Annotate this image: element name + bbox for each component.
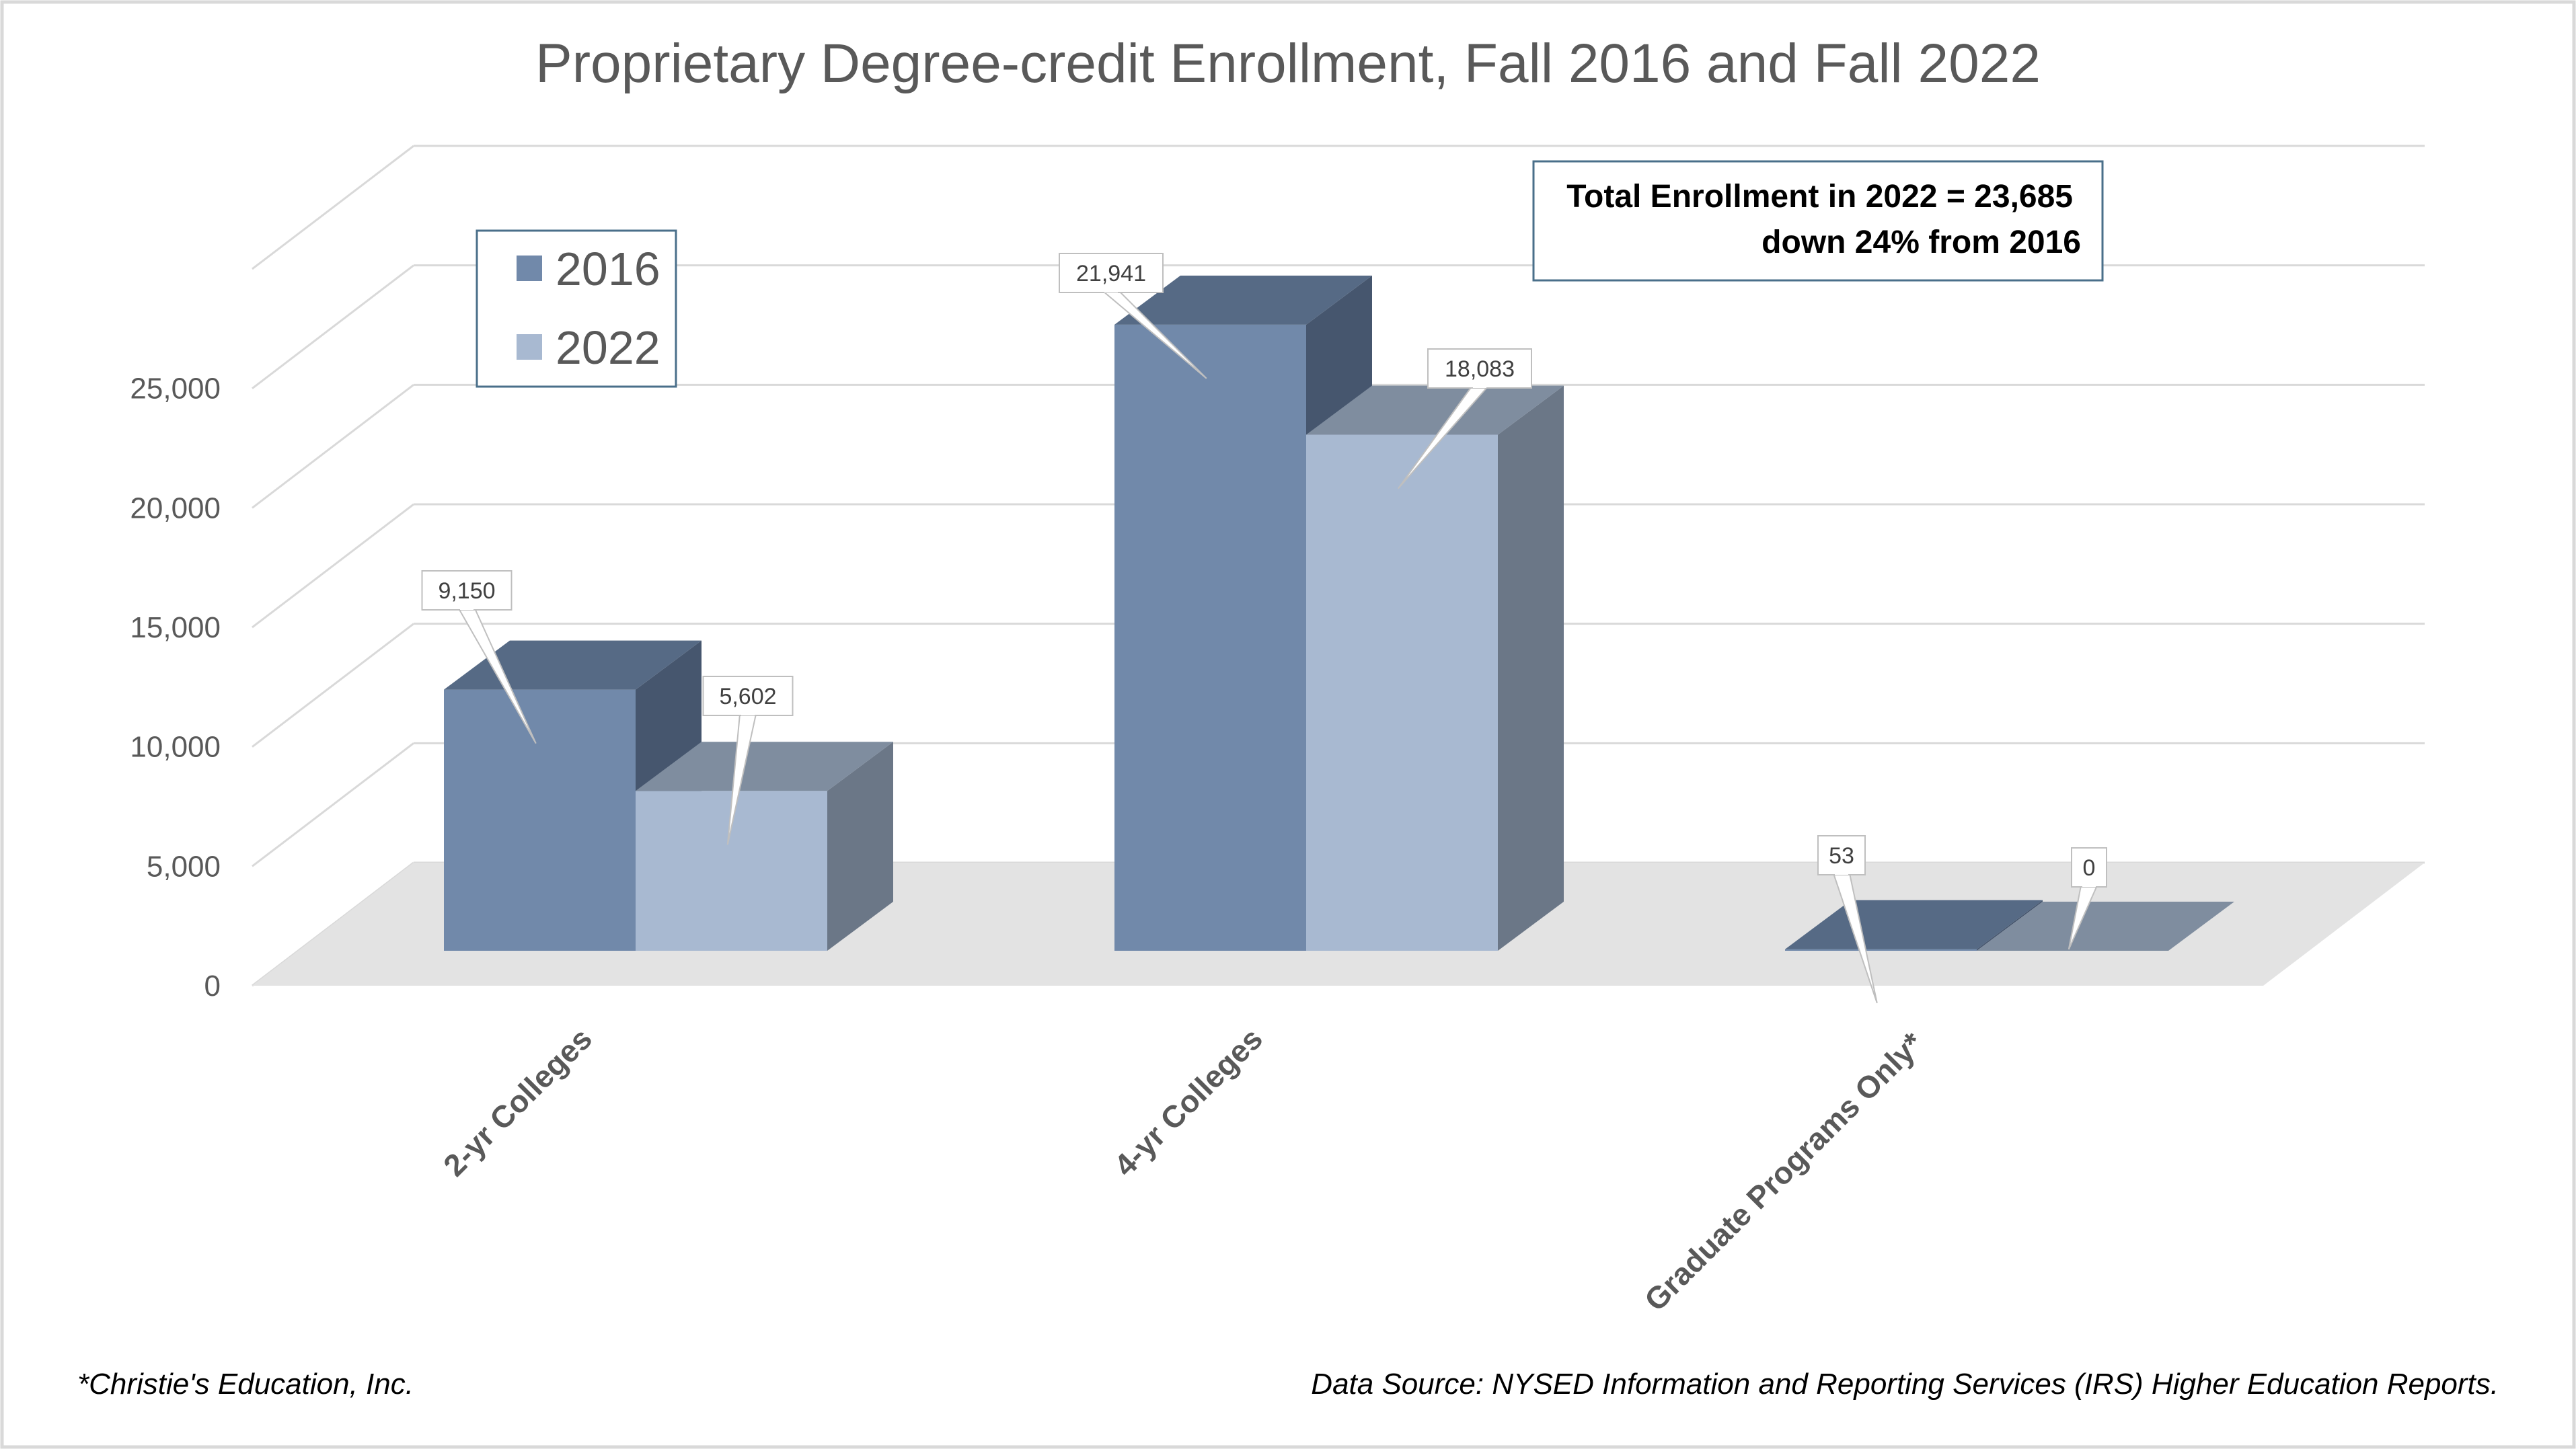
data-labels: 9,150 21,941 53 5,602 18,083 0 — [421, 253, 2107, 1004]
data-label-box — [1817, 835, 1866, 875]
data-label-joint — [1835, 871, 1848, 875]
data-label: 9,150 — [438, 578, 495, 604]
gridline-side — [252, 623, 414, 748]
data-label: 0 — [2083, 855, 2096, 881]
gridline-side — [252, 742, 414, 867]
y-axis-ticks: 0 5,000 10,000 15,000 20,000 25,000 — [130, 373, 221, 1003]
data-label: 18,083 — [1445, 356, 1515, 382]
gridline-side — [252, 145, 414, 270]
data-source: Data Source: NYSED Information and Repor… — [1311, 1368, 2499, 1401]
bar-front — [636, 791, 827, 951]
bar-front — [444, 689, 636, 951]
bar-top — [1977, 902, 2234, 951]
data-label-joint — [460, 606, 473, 610]
y-tick-label: 25,000 — [130, 373, 221, 405]
bar-front — [1785, 949, 1977, 951]
bar-front — [1114, 324, 1306, 951]
annotation-box: Total Enrollment in 2022 = 23,685 down 2… — [1532, 160, 2104, 282]
legend-box — [476, 229, 677, 388]
y-tick-label: 0 — [204, 970, 221, 1003]
y-tick-label: 15,000 — [130, 611, 221, 644]
data-label: 21,941 — [1076, 261, 1146, 286]
data-label-joint — [741, 711, 755, 715]
y-tick-label: 5,000 — [147, 850, 221, 883]
legend-swatch-2022 — [517, 334, 542, 360]
gridline-side — [252, 384, 414, 509]
data-label: 53 — [1829, 843, 1854, 869]
gridline-side — [252, 264, 414, 389]
bar-top — [444, 640, 702, 690]
bar-side — [1498, 385, 1564, 951]
data-label-box — [1427, 348, 1532, 389]
chart-title: Proprietary Degree-credit Enrollment, Fa… — [535, 33, 2041, 94]
data-label-box — [702, 676, 794, 716]
legend-swatch-2016 — [517, 256, 542, 281]
data-label-box — [421, 570, 513, 611]
bar-front — [1306, 434, 1498, 951]
legend: 2016 2022 — [476, 229, 677, 388]
data-label-joint — [1104, 288, 1118, 292]
annotation-line-1: Total Enrollment in 2022 = 23,685 — [1566, 179, 2073, 214]
legend-label-2016: 2016 — [556, 243, 660, 295]
annotation-frame — [1532, 160, 2104, 282]
footnote: *Christie's Education, Inc. — [77, 1368, 414, 1401]
bar-side — [1977, 900, 2043, 951]
data-label-joint — [1473, 384, 1486, 388]
legend-label-2022: 2022 — [556, 321, 660, 374]
annotation-line-2: down 24% from 2016 — [1761, 225, 2081, 260]
bars — [444, 275, 2234, 951]
gridline-side — [252, 503, 414, 629]
bar-top — [1306, 385, 1564, 435]
data-label: 5,602 — [719, 684, 776, 709]
bar-top — [1114, 275, 1372, 325]
y-tick-label: 10,000 — [130, 731, 221, 764]
data-label-box — [2071, 847, 2107, 888]
bar-top — [636, 742, 893, 791]
bar-side — [827, 742, 893, 951]
y-tick-label: 20,000 — [130, 492, 221, 524]
data-label-joint — [2082, 883, 2096, 887]
